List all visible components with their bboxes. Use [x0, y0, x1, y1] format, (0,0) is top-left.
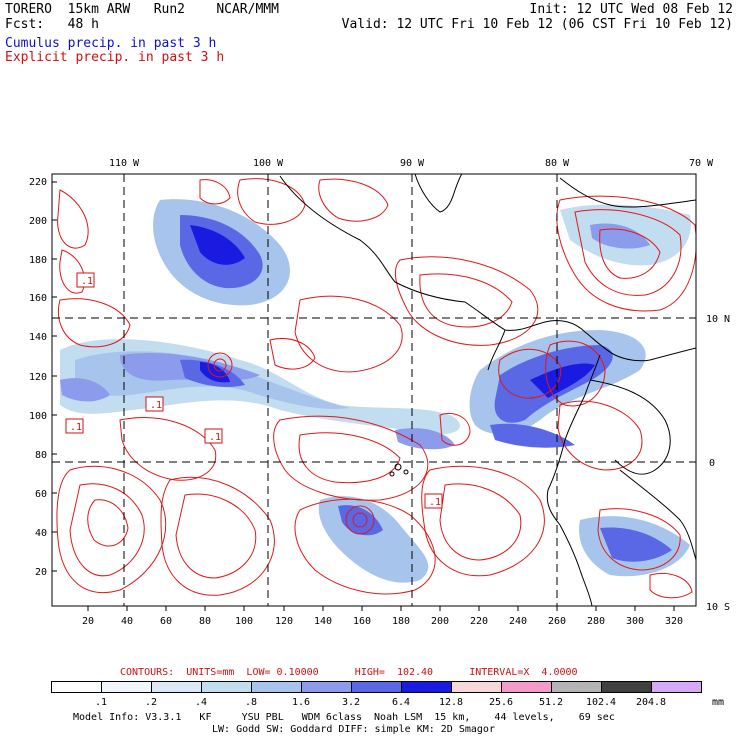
legend-swatch — [301, 681, 352, 693]
legend-swatch — [151, 681, 202, 693]
legend-swatch — [651, 681, 702, 693]
low-marker-labels: .1 .1 .1 .1 .1 — [70, 276, 441, 508]
y-tick: 160 — [29, 293, 47, 304]
y-tick: 200 — [29, 216, 47, 227]
x-tick: 20 — [82, 616, 94, 627]
field-cumulus-label: Cumulus precip. in past 3 h — [5, 36, 217, 51]
model-title: TORERO 15km ARW Run2 NCAR/MMM — [5, 2, 279, 17]
low-mark: .1 — [81, 276, 93, 287]
legend-swatch — [201, 681, 252, 693]
y-tick: 20 — [35, 567, 47, 578]
latitude-labels: 10 N 0 10 S — [706, 314, 730, 613]
x-tick: 80 — [199, 616, 211, 627]
init-time: Init: 12 UTC Wed 08 Feb 12 — [529, 2, 734, 17]
lon-label: 110 W — [109, 158, 140, 169]
y-axis-labels: 220 200 180 160 140 120 100 80 60 40 20 — [29, 177, 47, 578]
legend-value: .2 — [144, 697, 158, 708]
x-tick: 180 — [392, 616, 410, 627]
legend-swatch — [501, 681, 552, 693]
x-tick: 200 — [431, 616, 449, 627]
forecast-hour: Fcst: 48 h — [5, 17, 99, 32]
legend-swatch — [351, 681, 402, 693]
legend-value: 102.4 — [585, 697, 617, 708]
legend-swatch — [251, 681, 302, 693]
legend-value: 1.6 — [291, 697, 311, 708]
low-mark: .1 — [209, 432, 221, 443]
x-axis-labels: 20 40 60 80 100 120 140 160 180 200 220 … — [82, 616, 683, 627]
x-tick: 240 — [509, 616, 527, 627]
x-tick: 140 — [314, 616, 332, 627]
legend-value: .8 — [244, 697, 258, 708]
longitude-labels: 110 W 100 W 90 W 80 W 70 W — [109, 158, 714, 169]
x-tick: 280 — [587, 616, 605, 627]
lon-label: 90 W — [400, 158, 425, 169]
legend-swatch — [601, 681, 652, 693]
y-tick: 40 — [35, 528, 47, 539]
lat-label: 0 — [709, 458, 715, 469]
y-tick: 80 — [35, 450, 47, 461]
legend-unit: mm — [712, 697, 725, 708]
explicit-precip-contours — [56, 178, 696, 599]
valid-time: Valid: 12 UTC Fri 10 Feb 12 (06 CST Fri … — [341, 17, 733, 32]
x-tick: 260 — [548, 616, 566, 627]
x-tick: 300 — [626, 616, 644, 627]
x-tick: 40 — [121, 616, 133, 627]
legend-swatch — [401, 681, 452, 693]
x-tick: 160 — [353, 616, 371, 627]
cumulus-precip-shading — [60, 199, 691, 583]
low-mark: .1 — [70, 422, 82, 433]
y-tick: 180 — [29, 255, 47, 266]
legend-value: 51.2 — [538, 697, 564, 708]
low-mark: .1 — [150, 400, 162, 411]
y-tick: 120 — [29, 372, 47, 383]
x-tick: 100 — [235, 616, 253, 627]
lon-label: 70 W — [689, 158, 714, 169]
legend-value: 6.4 — [391, 697, 411, 708]
graticule — [52, 174, 696, 606]
contours-info: CONTOURS: UNITS=mm LOW= 0.10000 HIGH= 10… — [120, 667, 578, 678]
legend-value: .1 — [94, 697, 108, 708]
y-tick: 100 — [29, 411, 47, 422]
lon-label: 100 W — [253, 158, 284, 169]
x-tick: 120 — [275, 616, 293, 627]
legend-value: 204.8 — [635, 697, 667, 708]
y-axis-ticks — [52, 181, 57, 572]
low-mark: .1 — [429, 497, 441, 508]
legend-value: .4 — [194, 697, 208, 708]
legend-swatch — [451, 681, 502, 693]
lat-label: 10 N — [706, 314, 730, 325]
y-tick: 140 — [29, 332, 47, 343]
lat-label: 10 S — [706, 602, 730, 613]
legend-swatch — [551, 681, 602, 693]
lon-label: 80 W — [545, 158, 570, 169]
low-markers — [65, 272, 443, 509]
y-tick: 60 — [35, 489, 47, 500]
coastlines — [279, 174, 696, 606]
model-info-line1: Model Info: V3.3.1 KF YSU PBL WDM 6class… — [73, 712, 615, 723]
x-axis-ticks — [87, 606, 675, 611]
legend-value: 12.8 — [438, 697, 464, 708]
field-explicit-label: Explicit precip. in past 3 h — [5, 50, 225, 65]
x-tick: 320 — [665, 616, 683, 627]
legend-swatch — [51, 681, 102, 693]
legend-value: 25.6 — [488, 697, 514, 708]
x-tick: 220 — [470, 616, 488, 627]
x-tick: 60 — [160, 616, 172, 627]
model-info-line2: LW: Godd SW: Goddard DIFF: simple KM: 2D… — [212, 724, 495, 735]
legend-value: 3.2 — [341, 697, 361, 708]
y-tick: 220 — [29, 177, 47, 188]
legend-swatch — [101, 681, 152, 693]
